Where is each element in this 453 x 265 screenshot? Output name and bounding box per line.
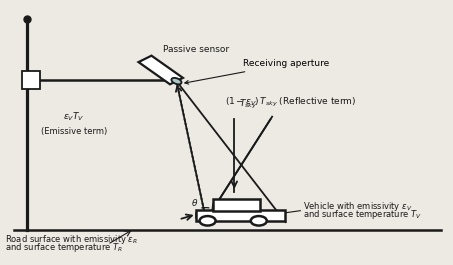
Text: $(1 - \varepsilon_V)\,T_{sky}$ (Reflective term): $(1 - \varepsilon_V)\,T_{sky}$ (Reflecti… xyxy=(226,96,357,109)
Circle shape xyxy=(200,216,216,226)
Text: and surface temperature $T_R$: and surface temperature $T_R$ xyxy=(5,241,123,254)
Text: $\theta$: $\theta$ xyxy=(191,197,198,208)
Text: Vehicle with emissivity $\varepsilon_V$: Vehicle with emissivity $\varepsilon_V$ xyxy=(303,200,413,213)
Circle shape xyxy=(251,216,267,226)
Text: $\varepsilon_V T_V$: $\varepsilon_V T_V$ xyxy=(63,111,85,123)
FancyBboxPatch shape xyxy=(197,210,285,221)
Text: Receiving aperture: Receiving aperture xyxy=(185,59,329,84)
Text: Road surface with emissivity $\varepsilon_R$: Road surface with emissivity $\varepsilo… xyxy=(5,233,138,246)
Text: Passive sensor: Passive sensor xyxy=(163,45,229,54)
FancyBboxPatch shape xyxy=(213,199,260,210)
Ellipse shape xyxy=(171,78,182,84)
FancyBboxPatch shape xyxy=(22,70,40,89)
Text: $T_{sky}$: $T_{sky}$ xyxy=(239,98,257,111)
Text: (Emissive term): (Emissive term) xyxy=(41,127,107,136)
Text: and surface temperature $T_V$: and surface temperature $T_V$ xyxy=(303,208,422,221)
Polygon shape xyxy=(139,56,183,84)
